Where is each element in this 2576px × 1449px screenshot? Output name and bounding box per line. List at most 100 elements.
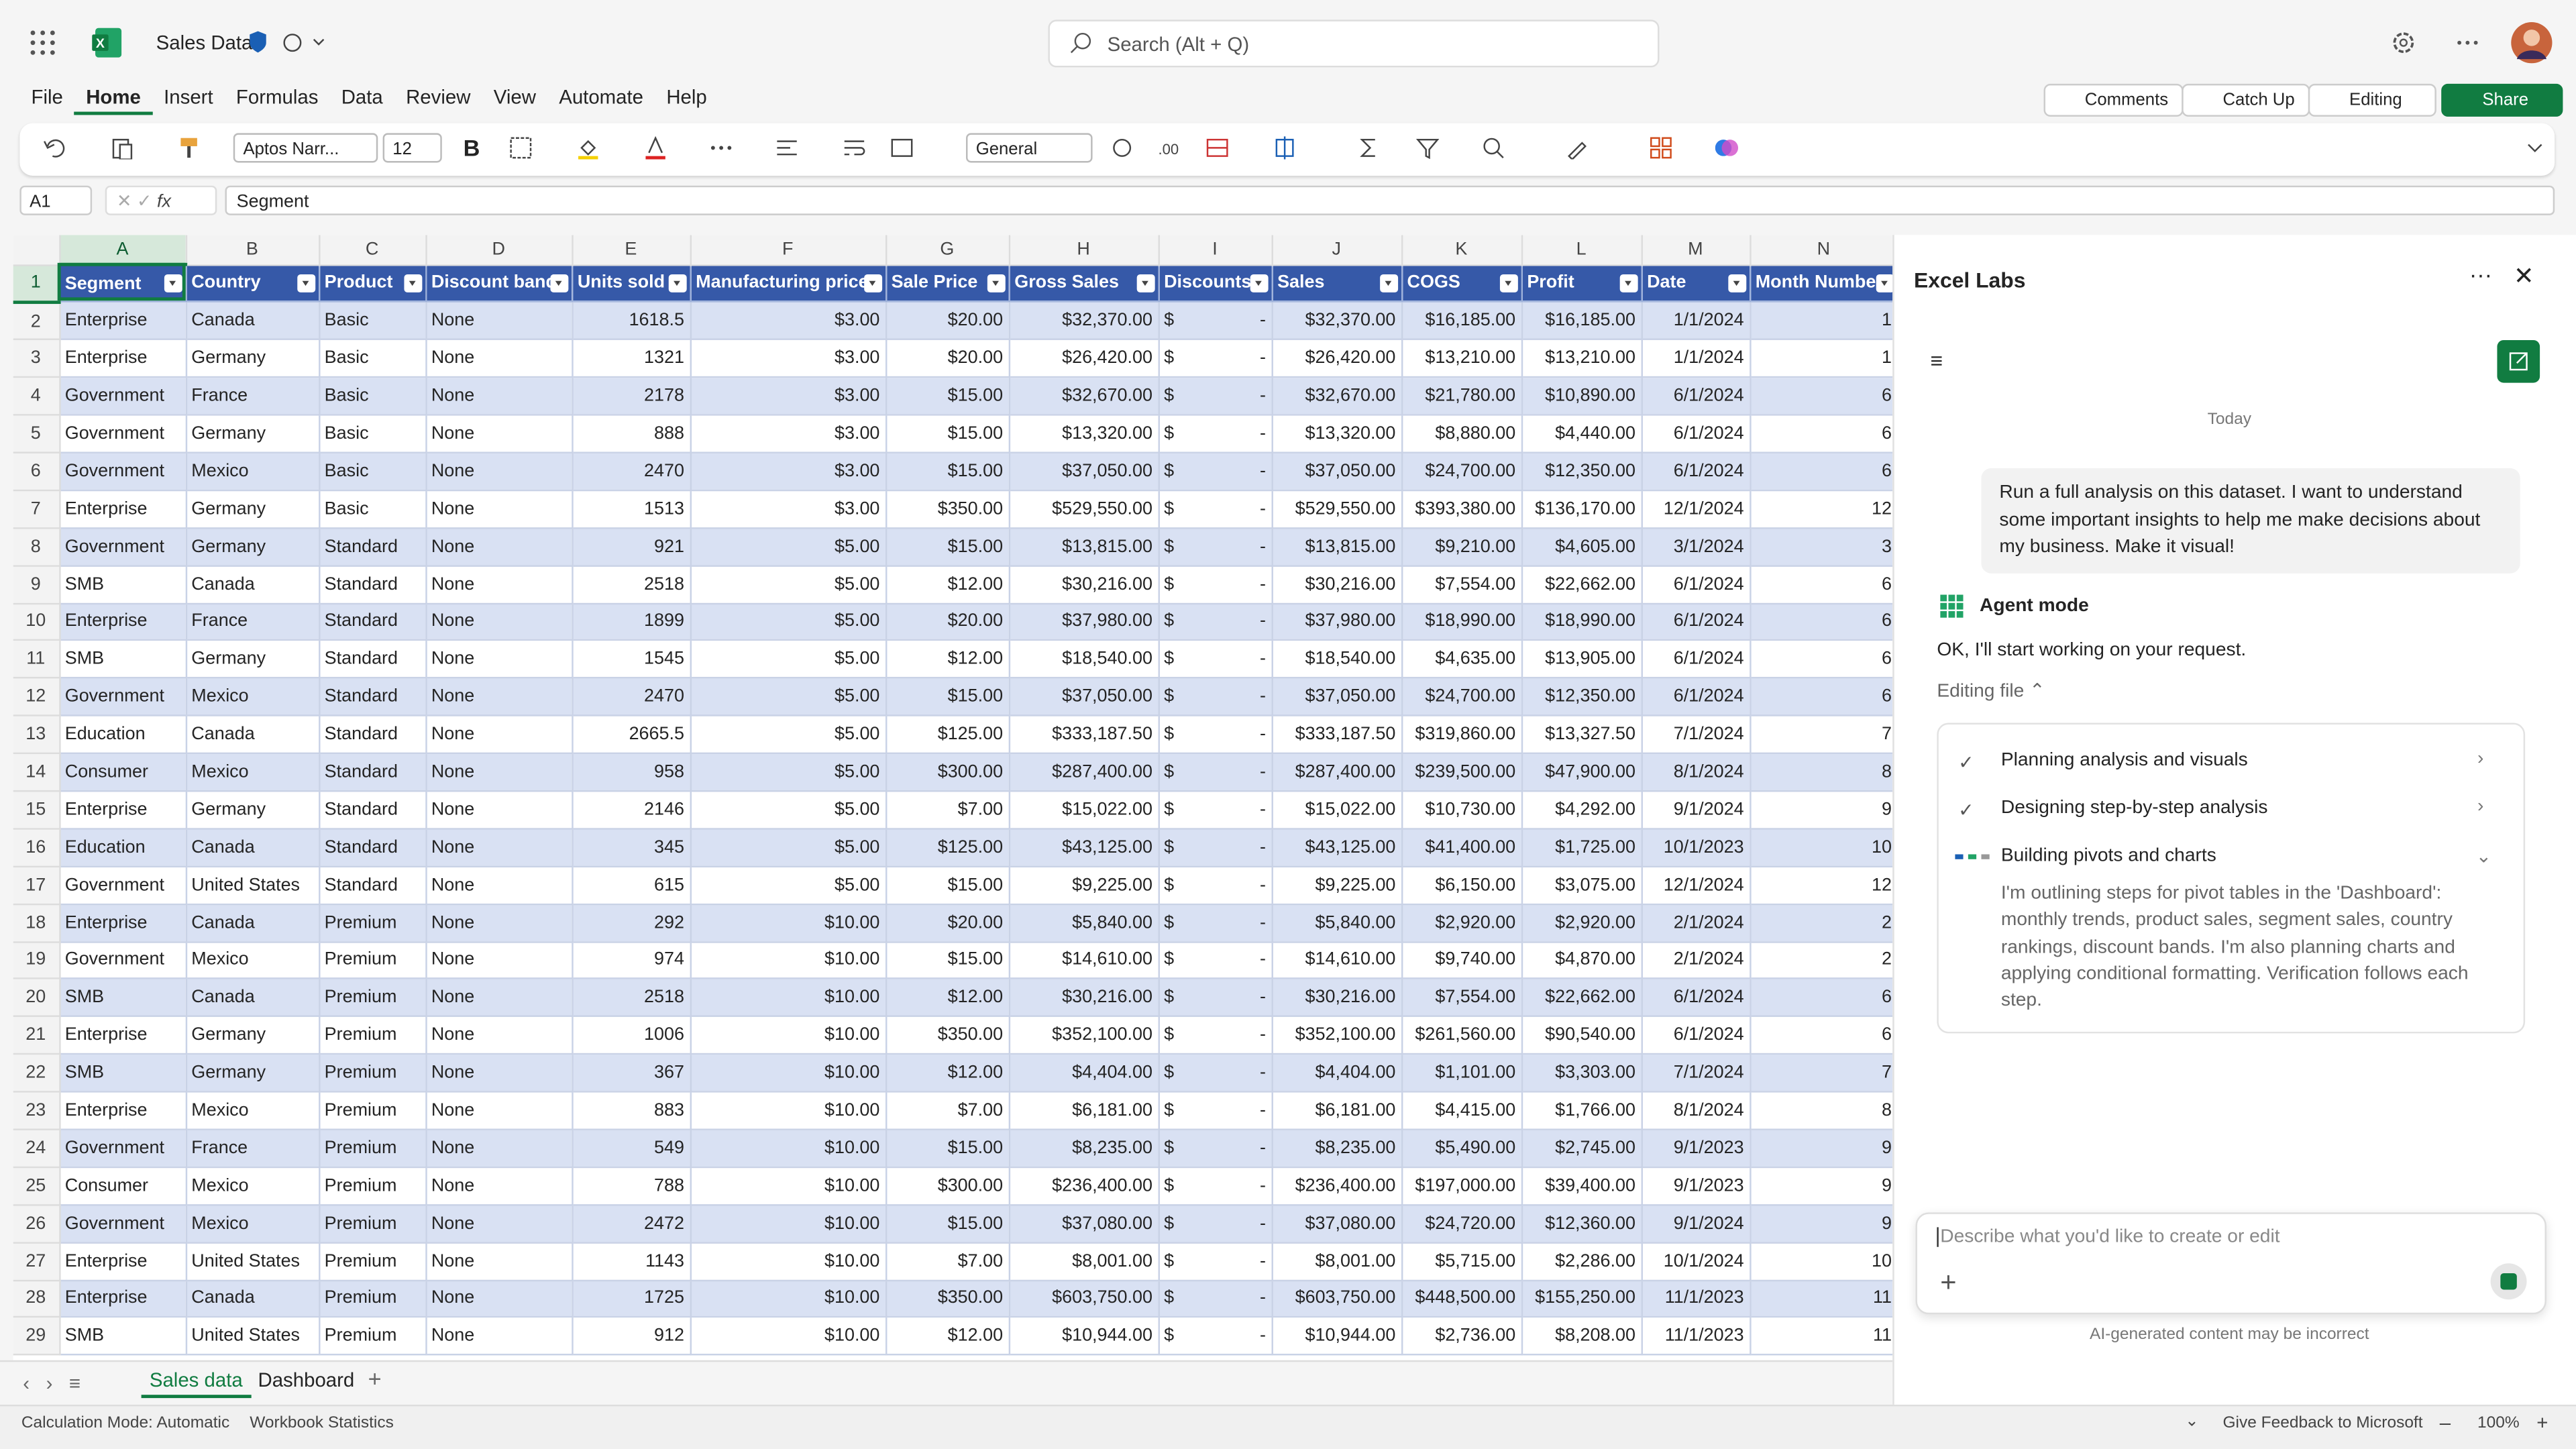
cell[interactable]: $333,187.50	[1272, 716, 1401, 753]
cell[interactable]: $ -	[1159, 753, 1272, 791]
cell[interactable]: Germany	[186, 1055, 319, 1092]
cell[interactable]: 1006	[572, 1016, 690, 1054]
cell[interactable]: $7.00	[885, 1092, 1009, 1130]
cell[interactable]: Canada	[186, 904, 319, 941]
cell[interactable]: $7,554.00	[1401, 979, 1521, 1016]
cell[interactable]: 615	[572, 866, 690, 904]
filter-button[interactable]	[1876, 274, 1893, 292]
cell[interactable]: $3.00	[690, 339, 885, 377]
cell[interactable]: $4,440.00	[1521, 415, 1642, 453]
cell[interactable]: 2470	[572, 453, 690, 490]
cell[interactable]: 1/1/2024	[1642, 339, 1750, 377]
cell[interactable]: $7.00	[885, 1242, 1009, 1280]
column-header[interactable]: B	[186, 235, 319, 264]
cell[interactable]: $5,715.00	[1401, 1242, 1521, 1280]
cell[interactable]: $125.00	[885, 716, 1009, 753]
cell[interactable]: $22,662.00	[1521, 566, 1642, 603]
copilot-icon[interactable]	[1715, 136, 1738, 159]
menu-tab[interactable]: File	[19, 82, 74, 115]
bold-icon[interactable]: B	[464, 135, 480, 161]
cell[interactable]: $20.00	[885, 339, 1009, 377]
cell[interactable]: $333,187.50	[1009, 716, 1159, 753]
cell[interactable]: Standard	[319, 528, 425, 566]
cell[interactable]: $8,235.00	[1272, 1130, 1401, 1167]
cell[interactable]: Germany	[186, 791, 319, 828]
sort-filter-icon[interactable]	[1416, 136, 1439, 159]
cell[interactable]: 6/1/2024	[1642, 566, 1750, 603]
cell[interactable]: None	[425, 603, 572, 641]
cell[interactable]: None	[425, 753, 572, 791]
cell[interactable]: 1545	[572, 641, 690, 678]
cell[interactable]: $4,404.00	[1009, 1055, 1159, 1092]
cell[interactable]: $12,350.00	[1521, 678, 1642, 716]
cell[interactable]: Mexico	[186, 941, 319, 979]
cell[interactable]: $ -	[1159, 415, 1272, 453]
cell[interactable]: $13,210.00	[1521, 339, 1642, 377]
cell[interactable]: $10,944.00	[1009, 1318, 1159, 1355]
cell[interactable]: Government	[59, 377, 186, 415]
cell[interactable]: $12.00	[885, 566, 1009, 603]
cell[interactable]: $9,740.00	[1401, 941, 1521, 979]
cell[interactable]: 7	[1750, 716, 1892, 753]
cell[interactable]: Mexico	[186, 1205, 319, 1242]
cell[interactable]: $3.00	[690, 453, 885, 490]
filter-button[interactable]	[1136, 274, 1154, 292]
cell[interactable]: Enterprise	[59, 1242, 186, 1280]
cell[interactable]: 912	[572, 1318, 690, 1355]
cell[interactable]: None	[425, 1242, 572, 1280]
cell[interactable]: $10.00	[690, 1318, 885, 1355]
cell[interactable]: $ -	[1159, 1055, 1272, 1092]
cell[interactable]: Enterprise	[59, 904, 186, 941]
cell[interactable]: 6	[1750, 979, 1892, 1016]
cell[interactable]: $9,210.00	[1401, 528, 1521, 566]
cell[interactable]: None	[425, 866, 572, 904]
cell[interactable]: $32,370.00	[1009, 302, 1159, 339]
cell[interactable]: $ -	[1159, 866, 1272, 904]
cell[interactable]: None	[425, 453, 572, 490]
row-header[interactable]: 27	[13, 1242, 60, 1280]
cell[interactable]: France	[186, 1130, 319, 1167]
cell[interactable]: 7/1/2024	[1642, 716, 1750, 753]
cell[interactable]: $26,420.00	[1009, 339, 1159, 377]
cell[interactable]: $2,920.00	[1401, 904, 1521, 941]
cell[interactable]: $10.00	[690, 1016, 885, 1054]
insert-icon[interactable]	[1273, 136, 1296, 159]
row-header[interactable]: 29	[13, 1318, 60, 1355]
cell[interactable]: Basic	[319, 377, 425, 415]
cell[interactable]: Standard	[319, 603, 425, 641]
cell[interactable]: 2/1/2024	[1642, 904, 1750, 941]
cell[interactable]: 6/1/2024	[1642, 453, 1750, 490]
cell[interactable]: $287,400.00	[1272, 753, 1401, 791]
editing-file[interactable]: Editing file ⌃	[1937, 678, 2045, 701]
cell[interactable]: $21,780.00	[1401, 377, 1521, 415]
cell[interactable]: None	[425, 641, 572, 678]
cell[interactable]: $13,327.50	[1521, 716, 1642, 753]
cell[interactable]: 6	[1750, 453, 1892, 490]
currency-icon[interactable]	[1111, 136, 1134, 159]
table-header-cell[interactable]: Month Number	[1750, 264, 1892, 302]
format-painter-icon[interactable]	[177, 136, 200, 159]
cell[interactable]: None	[425, 716, 572, 753]
cell[interactable]: $18,540.00	[1009, 641, 1159, 678]
font-name[interactable]: Aptos Narr...	[233, 133, 378, 162]
cell[interactable]: 1321	[572, 339, 690, 377]
column-header[interactable]: M	[1642, 235, 1750, 264]
cell[interactable]: Enterprise	[59, 302, 186, 339]
cell[interactable]: 6	[1750, 678, 1892, 716]
cell[interactable]: $ -	[1159, 566, 1272, 603]
paste-icon[interactable]	[110, 136, 133, 159]
row-header[interactable]: 24	[13, 1130, 60, 1167]
cell[interactable]: Standard	[319, 641, 425, 678]
cell[interactable]: $352,100.00	[1272, 1016, 1401, 1054]
avatar[interactable]	[2510, 21, 2553, 64]
cell[interactable]: Basic	[319, 339, 425, 377]
cell[interactable]: $37,980.00	[1009, 603, 1159, 641]
filter-button[interactable]	[987, 274, 1005, 292]
sum-icon[interactable]	[1357, 136, 1380, 159]
cell[interactable]: $30,216.00	[1272, 979, 1401, 1016]
cell[interactable]: $3.00	[690, 490, 885, 528]
column-header[interactable]: I	[1159, 235, 1272, 264]
row-header[interactable]: 3	[13, 339, 60, 377]
cell[interactable]: $13,210.00	[1401, 339, 1521, 377]
cell[interactable]: 6/1/2024	[1642, 377, 1750, 415]
